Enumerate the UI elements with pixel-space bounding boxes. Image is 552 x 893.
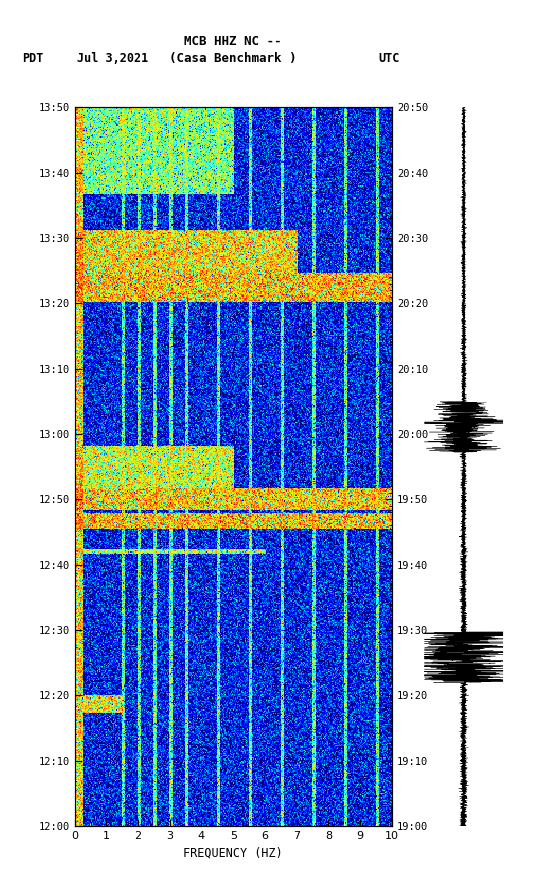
Text: Jul 3,2021: Jul 3,2021 — [77, 53, 148, 65]
Text: UTC: UTC — [378, 53, 400, 65]
Polygon shape — [7, 6, 29, 37]
X-axis label: FREQUENCY (HZ): FREQUENCY (HZ) — [183, 847, 283, 859]
Text: PDT: PDT — [22, 53, 44, 65]
Text: (Casa Benchmark ): (Casa Benchmark ) — [169, 53, 297, 65]
Text: USGS: USGS — [20, 15, 59, 28]
Text: MCB HHZ NC --: MCB HHZ NC -- — [184, 36, 282, 48]
